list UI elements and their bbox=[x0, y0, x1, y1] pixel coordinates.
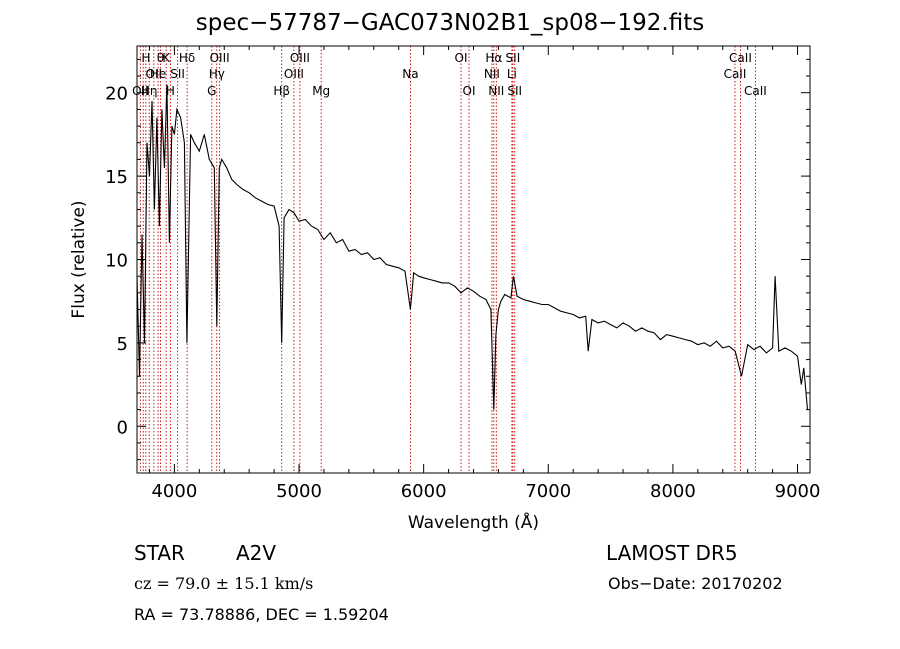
line-marker-label: CaII bbox=[744, 84, 767, 98]
line-marker-label: Hα bbox=[485, 51, 502, 65]
coordinates: RA = 73.78886, DEC = 1.59204 bbox=[134, 605, 389, 624]
line-marker-label: Hβ bbox=[273, 84, 290, 98]
y-tick-label: 5 bbox=[117, 334, 128, 355]
line-marker-label: OI bbox=[455, 51, 468, 65]
line-marker-label: SII bbox=[170, 67, 185, 81]
chart-title: spec−57787−GAC073N02B1_sp08−192.fits bbox=[195, 10, 705, 36]
y-tick-label: 10 bbox=[105, 251, 128, 272]
line-marker-label: Hη bbox=[141, 84, 158, 98]
plot-frame bbox=[136, 45, 811, 474]
cz-value: cz = 79.0 ± 15.1 km/s bbox=[134, 574, 314, 593]
x-tick-label: 8000 bbox=[650, 481, 696, 502]
x-tick-label: 7000 bbox=[525, 481, 571, 502]
line-marker-label: CaII bbox=[729, 51, 752, 65]
line-marker-label: Li bbox=[507, 67, 517, 81]
line-marker-label: θ bbox=[157, 51, 164, 65]
y-tick-label: 0 bbox=[117, 417, 128, 438]
line-marker-label: H bbox=[141, 51, 150, 65]
line-marker-label: G bbox=[207, 84, 216, 98]
y-axis-label: Flux (relative) bbox=[69, 200, 89, 318]
line-marker-label: He bbox=[150, 67, 166, 81]
line-marker-label: OIII bbox=[284, 67, 304, 81]
y-tick-label: 20 bbox=[105, 84, 128, 105]
x-tick-label: 4000 bbox=[151, 481, 197, 502]
line-marker-label: OIII bbox=[210, 51, 230, 65]
object-class: STAR bbox=[134, 541, 185, 565]
line-marker-label: OII bbox=[132, 84, 149, 98]
line-marker-label: Hγ bbox=[209, 67, 225, 81]
obs-date: Obs−Date: 20170202 bbox=[608, 574, 783, 593]
line-marker-labels: OIIHHηOIIHeθKHSIIHδGHγOIIIHβOIIIOIIIMgNa… bbox=[132, 51, 767, 98]
line-marker-label: H bbox=[166, 84, 175, 98]
line-marker-label: NII bbox=[488, 84, 504, 98]
x-tick-label: 9000 bbox=[775, 481, 821, 502]
line-marker-label: Na bbox=[402, 67, 418, 81]
line-marker-label: Mg bbox=[312, 84, 330, 98]
line-marker-label: Hδ bbox=[179, 51, 195, 65]
line-marker-label: SII bbox=[506, 51, 521, 65]
x-axis-ticks: 4000 5000 6000 7000 8000 9000 bbox=[148, 46, 821, 502]
line-marker-label: NII bbox=[484, 67, 500, 81]
x-tick-label: 5000 bbox=[276, 481, 322, 502]
line-marker-label: OI bbox=[463, 84, 476, 98]
line-marker-label: OII bbox=[146, 67, 163, 81]
line-markers bbox=[139, 46, 756, 473]
line-marker-label: OIII bbox=[290, 51, 310, 65]
subclass: A2V bbox=[236, 541, 277, 565]
y-axis-ticks: 0 5 10 15 20 bbox=[105, 58, 810, 461]
x-tick-label: 6000 bbox=[401, 481, 447, 502]
line-marker-label: SII bbox=[507, 84, 522, 98]
line-marker-label: CaII bbox=[724, 67, 747, 81]
line-marker-label: K bbox=[162, 51, 171, 65]
y-tick-label: 15 bbox=[105, 167, 128, 188]
spectrum-series-line bbox=[136, 84, 809, 410]
x-axis-label: Wavelength (Å) bbox=[408, 511, 539, 533]
survey-label: LAMOST DR5 bbox=[606, 541, 738, 565]
